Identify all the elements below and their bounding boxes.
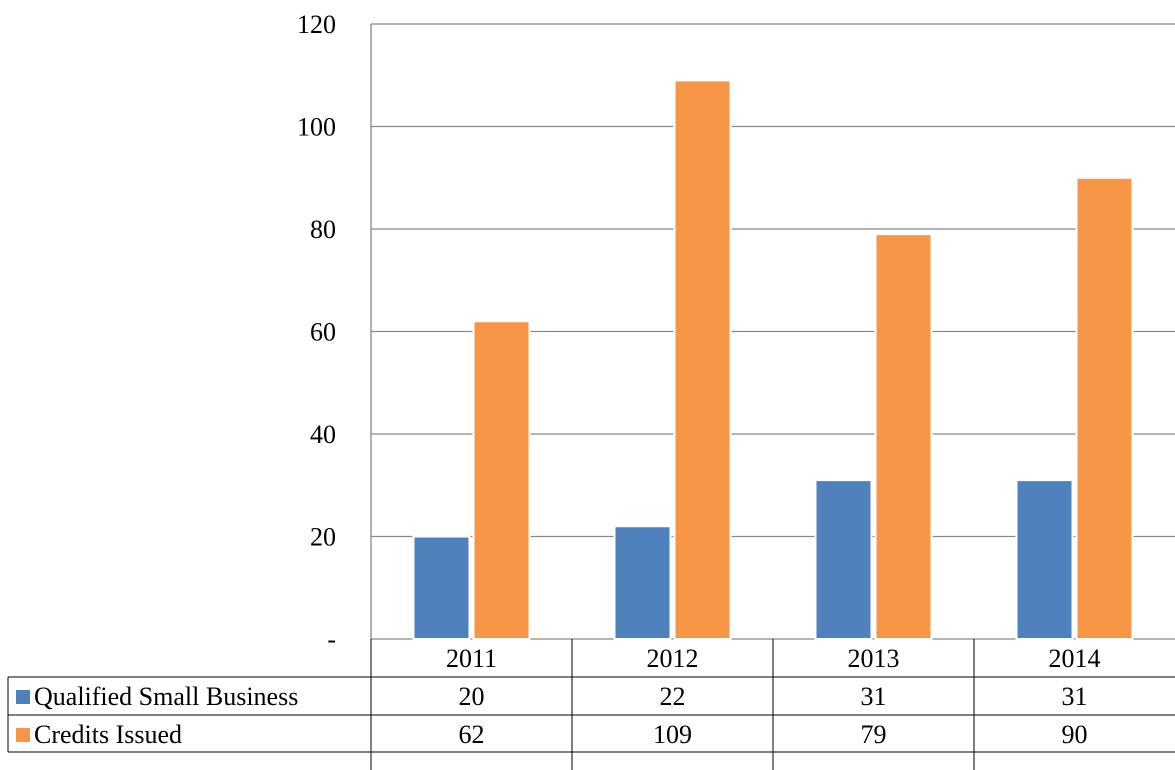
y-tick-label: 60 — [310, 318, 336, 347]
y-tick-label: 20 — [310, 523, 336, 552]
x-category-label: 2013 — [848, 644, 900, 673]
bar-qualified-small-business-2013 — [814, 479, 873, 640]
y-tick-label: 80 — [310, 215, 336, 244]
bars — [412, 79, 1134, 640]
x-category-label: 2014 — [1049, 644, 1101, 673]
data-table-value: 20 — [459, 682, 485, 711]
legend-series-label: Qualified Small Business — [34, 682, 298, 711]
bar-credits-issued-2011 — [472, 320, 531, 640]
data-table: 2011 2012 2013 2014 Qualified Small Business… — [7, 639, 1175, 770]
bar-qualified-small-business-2012 — [613, 525, 672, 640]
data-table-value: 109 — [653, 720, 692, 749]
bar-credits-issued-2012 — [673, 79, 732, 640]
y-tick-label: 40 — [310, 420, 336, 449]
bar-qualified-small-business-2014 — [1015, 479, 1074, 640]
bar-qualified-small-business-2011 — [412, 535, 471, 640]
x-category-label: 2011 — [446, 644, 497, 673]
data-table-value: 90 — [1062, 720, 1088, 749]
x-category-label: 2012 — [647, 644, 699, 673]
data-table-value: 22 — [660, 682, 686, 711]
y-axis-tick-labels: - 20 40 60 80 100 120 — [297, 10, 336, 654]
data-table-value: 31 — [861, 682, 887, 711]
legend-swatch — [16, 728, 30, 742]
y-tick-label: 120 — [297, 10, 336, 39]
legend-swatch — [16, 690, 30, 704]
legend-series-label: Credits Issued — [34, 720, 182, 749]
data-table-value: 79 — [861, 720, 887, 749]
y-tick-label: - — [327, 625, 336, 654]
bar-credits-issued-2013 — [874, 233, 933, 640]
y-tick-label: 100 — [297, 113, 336, 142]
data-table-value: 31 — [1062, 682, 1088, 711]
bar-credits-issued-2014 — [1075, 176, 1134, 640]
data-table-value: 62 — [459, 720, 485, 749]
